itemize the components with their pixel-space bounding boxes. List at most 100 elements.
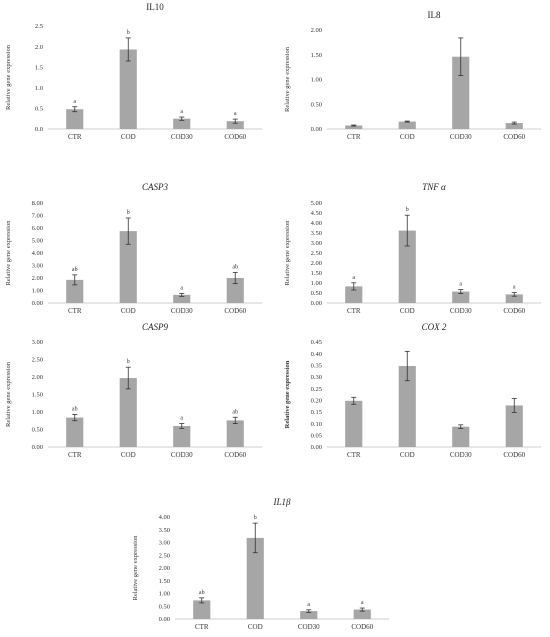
chart-panel-il10: IL10 Relative gene expression 0.0 0.5 1.0 1.5…	[0, 0, 275, 150]
chart-svg: CASP3 Relative gene expression 0.00 1.00 2.0…	[5, 182, 262, 315]
chart-panel-il8: IL8 Relative gene expression 0.00 0.50 1.00 1…	[275, 0, 550, 150]
y-tick-label: 0.25	[311, 386, 322, 393]
x-tick-label: COD30	[171, 307, 193, 315]
y-tick-label: 0.00	[311, 444, 322, 451]
x-tick-label: COD30	[450, 133, 472, 141]
bar-cod30	[300, 611, 318, 619]
y-tick-label: 0.00	[311, 300, 322, 307]
bar-cod30	[452, 56, 470, 130]
bar-cod60	[226, 121, 244, 129]
x-tick-label: CTR	[68, 307, 82, 315]
bar-ctr	[345, 286, 363, 303]
bar-ctr	[66, 279, 84, 303]
significance-letter: a	[352, 275, 355, 281]
y-tick-label: 1.00	[32, 288, 43, 295]
x-tick-label: CTR	[347, 451, 361, 459]
y-tick-label: 1.50	[159, 578, 170, 585]
significance-letter: b	[127, 210, 130, 216]
bar-ctr	[345, 125, 363, 129]
y-tick-label: 2.00	[311, 27, 322, 34]
chart-svg: IL1β Relative gene expression 0.00 0.50 1.00…	[132, 497, 389, 631]
chart-title: IL8	[428, 10, 441, 20]
chart-svg: TNF α Relative gene expression 0.00 0.50 1.0…	[284, 182, 541, 315]
y-tick-label: 4.00	[311, 220, 322, 227]
y-tick-label: 0.00	[32, 300, 43, 307]
bar-cod60	[505, 123, 523, 129]
y-tick-label: 0.50	[32, 427, 43, 434]
bar-cod60	[505, 405, 523, 447]
y-tick-label: 4.00	[159, 514, 170, 521]
y-tick-label: 1.50	[311, 52, 322, 59]
y-tick-label: 2.50	[32, 357, 43, 364]
x-tick-label: COD30	[450, 451, 472, 459]
x-tick-label: COD60	[224, 451, 246, 459]
x-tick-label: CTR	[195, 623, 209, 631]
chart-panel-casp9: CASP9 Relative gene expression 0.00 0.50 1.0…	[0, 320, 275, 465]
x-tick-label: COD60	[224, 133, 246, 141]
x-tick-label: COD60	[224, 307, 246, 315]
x-tick-label: COD30	[171, 451, 193, 459]
chart-title: IL1β	[273, 497, 292, 507]
chart-title: COX 2	[422, 322, 447, 332]
bar-cod	[398, 366, 416, 447]
bar-cod60	[226, 278, 244, 303]
y-tick-label: 0.00	[311, 126, 322, 133]
significance-letter: ab	[72, 267, 78, 273]
x-tick-label: COD	[121, 133, 136, 141]
y-tick-label: 2.00	[32, 374, 43, 381]
significance-letter: b	[127, 30, 130, 36]
x-tick-label: COD60	[351, 623, 373, 631]
chart-svg: IL8 Relative gene expression 0.00 0.50 1.00 1…	[284, 10, 541, 141]
bar-cod60	[226, 420, 244, 447]
y-axis-label: Relative gene expression	[5, 361, 12, 427]
significance-letter: ab	[232, 409, 238, 415]
y-tick-label: 1.50	[311, 270, 322, 277]
bar-cod	[246, 537, 264, 619]
chart-panel-il1b: IL1β Relative gene expression 0.00 0.50 1.00…	[127, 495, 402, 637]
y-tick-label: 8.00	[32, 200, 43, 207]
y-tick-label: 2.5	[35, 23, 43, 30]
significance-letter: a	[307, 602, 310, 608]
y-tick-label: 1.00	[311, 77, 322, 84]
y-axis-label: Relative gene expression	[284, 360, 291, 428]
y-tick-label: 4.50	[311, 210, 322, 217]
y-tick-label: 2.00	[32, 275, 43, 282]
y-tick-label: 2.00	[311, 260, 322, 267]
bar-cod30	[173, 118, 191, 129]
y-tick-label: 0.00	[32, 444, 43, 451]
x-tick-label: CTR	[68, 133, 82, 141]
y-tick-label: 3.00	[32, 263, 43, 270]
y-tick-label: 0.5	[35, 106, 43, 113]
significance-letter: ab	[232, 264, 238, 270]
y-axis-label: Relative gene expression	[132, 535, 139, 601]
bar-ctr	[345, 400, 363, 447]
y-tick-label: 0.35	[311, 363, 322, 370]
significance-letter: a	[361, 600, 364, 606]
y-tick-label: 1.5	[35, 64, 43, 71]
y-tick-label: 2.00	[159, 565, 170, 572]
y-tick-label: 1.0	[35, 85, 43, 92]
y-tick-label: 2.0	[35, 44, 43, 51]
chart-panel-tnfa: TNF α Relative gene expression 0.00 0.50 1.0…	[275, 178, 550, 315]
chart-panel-cox2: COX 2 Relative gene expression 0.00 0.05 0.1…	[275, 320, 550, 465]
x-tick-label: COD	[121, 451, 136, 459]
x-tick-label: COD30	[450, 307, 472, 315]
bar-ctr	[66, 417, 84, 447]
significance-letter: a	[234, 111, 237, 117]
x-tick-label: COD60	[503, 307, 525, 315]
chart-svg: IL10 Relative gene expression 0.0 0.5 1.0 1.5…	[5, 2, 262, 141]
y-tick-label: 0.0	[35, 126, 43, 133]
y-tick-label: 0.30	[311, 374, 322, 381]
y-tick-label: 1.00	[159, 591, 170, 598]
significance-letter: b	[406, 207, 409, 213]
chart-svg: COX 2 Relative gene expression 0.00 0.05 0.1…	[284, 322, 541, 459]
x-tick-label: COD	[248, 623, 263, 631]
y-tick-label: 5.00	[32, 238, 43, 245]
y-axis-label: Relative gene expression	[284, 46, 291, 112]
y-tick-label: 1.00	[32, 409, 43, 416]
bar-cod	[398, 230, 416, 303]
significance-letter: a	[180, 109, 183, 115]
significance-letter: b	[127, 359, 130, 365]
y-tick-label: 0.05	[311, 433, 322, 440]
significance-letter: a	[73, 99, 76, 105]
